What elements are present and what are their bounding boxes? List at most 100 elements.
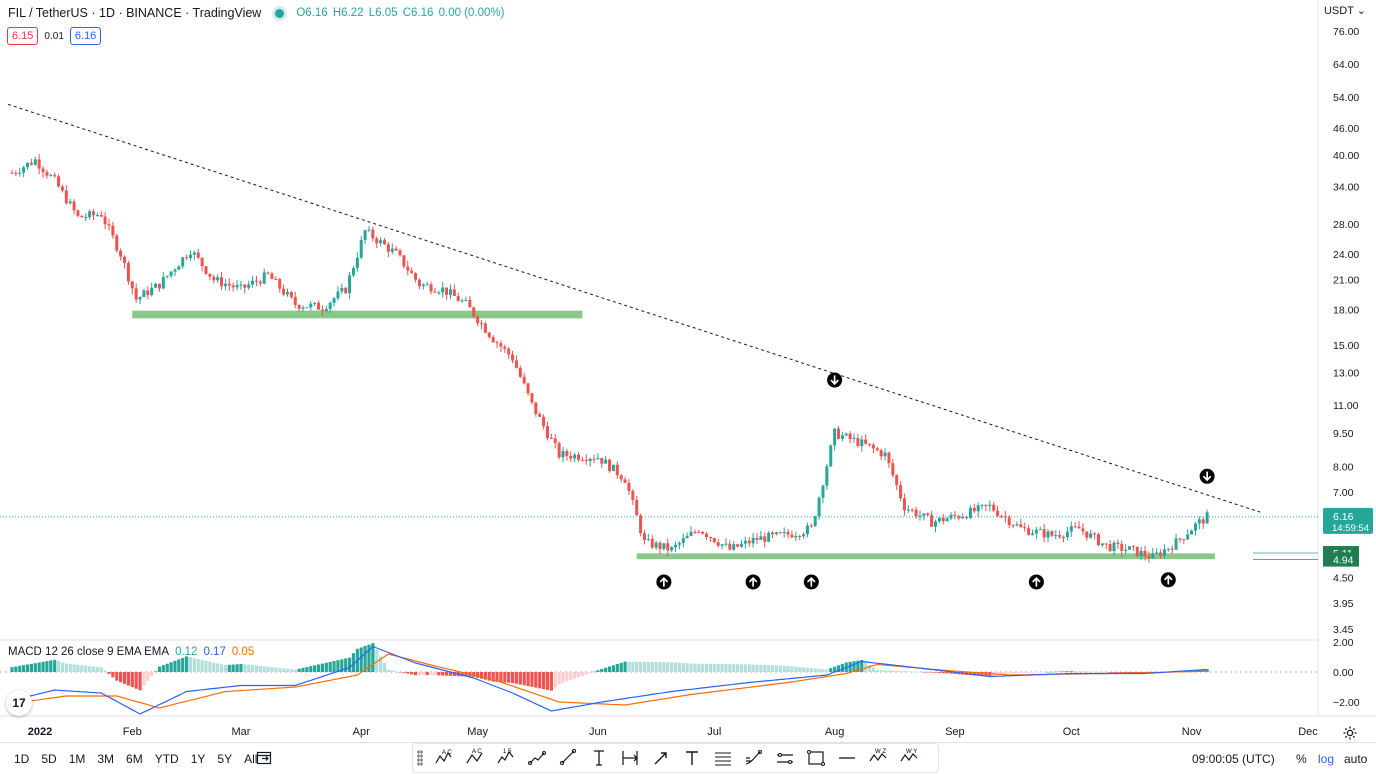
macd-histogram-bar [767,665,771,672]
candle-body [1054,535,1058,537]
macd-histogram-bar [1201,669,1205,672]
gear-icon[interactable] [1342,725,1358,741]
candle-body [1089,533,1093,538]
macd-histogram-bar [860,660,864,672]
candle-body [821,485,825,498]
chart-canvas[interactable]: 76.00 64.00 54.00 46.00 40.00 34.00 28.00 24.00… [0,0,1376,742]
macd-histogram-bar [88,666,92,672]
macd-histogram-bar [441,672,445,676]
candle-body [80,215,84,218]
macd-histogram-bar [1003,672,1007,674]
macd-histogram-bar [875,670,879,672]
macd-histogram-bar [219,664,224,672]
auto-scale-button[interactable]: auto [1344,752,1368,766]
candle-body [227,283,231,286]
candle-body [181,257,185,267]
abcd-pattern-icon[interactable]: A C [461,746,489,770]
range-5y-button[interactable]: 5Y [217,752,233,766]
date-range-icon[interactable] [616,746,644,770]
range-5d-button[interactable]: 5D [41,752,57,766]
wz-pattern-icon[interactable]: W Z [864,746,892,770]
tradingview-logo-icon[interactable]: 17 [6,690,32,716]
candle-body [177,266,181,270]
candle-body [285,292,289,295]
candle-body [534,402,538,414]
macd-histogram-bar [673,662,678,672]
macd-histogram-bar [747,664,751,672]
macd-histogram-bar [119,672,123,683]
candle-body [1190,530,1194,535]
macd-histogram-bar [340,659,344,672]
macd-histogram-bar [805,667,810,672]
horizontal-lines-icon[interactable] [709,746,737,770]
percent-scale-button[interactable]: % [1296,752,1307,766]
candle-body [367,229,371,231]
macd-histogram-bar [852,661,856,672]
macd-histogram-bar [1034,672,1038,673]
arrow-icon[interactable] [647,746,675,770]
currency-selector[interactable]: USDT ⌄ [1324,4,1366,17]
candle-body [1201,519,1205,524]
macd-histogram-bar [216,663,220,672]
macd-histogram-bar [592,671,596,673]
candle-body [507,348,511,355]
macd-histogram-bar [1092,671,1097,673]
candle-body [111,225,115,236]
path-icon[interactable] [523,746,551,770]
go-to-date-icon[interactable] [256,750,274,766]
macd-histogram-bar [681,663,685,672]
text-icon[interactable] [678,746,706,770]
candle-body [84,217,88,219]
xabcd-pattern-icon[interactable]: A C [430,746,458,770]
candle-body [1069,526,1073,532]
wy-pattern-icon[interactable]: W Y [895,746,923,770]
sell-price-button[interactable]: 6.15 [7,27,39,45]
candle-body [320,309,324,312]
candle-body [716,542,720,546]
range-all-button[interactable]: All [244,752,258,766]
high-value: H6.22 [332,7,364,19]
macd-histogram-bar [689,663,693,672]
macd-histogram-bar [569,672,573,681]
elliott-wave-icon[interactable]: 1 5 [492,746,520,770]
candle-body [771,532,775,535]
parallel-channel-icon[interactable] [771,746,799,770]
candle-body [961,516,965,519]
macd-histogram-bar [1073,671,1077,672]
macd-title[interactable]: MACD 12 26 close 9 EMA EMA [8,646,170,658]
trend-line-icon[interactable] [554,746,582,770]
vertical-text-icon[interactable] [585,746,613,770]
range-1m-button[interactable]: 1M [68,752,86,766]
range-3m-button[interactable]: 3M [97,752,115,766]
symbol-title[interactable]: FIL / TetherUS · 1D · BINANCE · TradingV… [8,6,262,20]
candle-body [670,547,674,551]
macd-histogram-bar [638,661,643,672]
candle-body [123,256,127,263]
macd-histogram-bar [867,665,872,672]
range-1y-button[interactable]: 1Y [190,752,206,766]
candle-body [701,531,705,534]
macd-histogram-bar [538,672,542,689]
range-6m-button[interactable]: 6M [126,752,143,766]
chart-area[interactable]: 76.00 64.00 54.00 46.00 40.00 34.00 28.00 24.00… [0,0,1376,742]
range-ytd-button[interactable]: YTD [154,752,179,766]
macd-histogram-bar [786,666,790,672]
candle-body [37,159,41,169]
candle-body [1178,538,1182,540]
fib-icon[interactable] [740,746,768,770]
candle-body [309,303,313,308]
macd-line-value: 0.17 [203,646,226,658]
macd-histogram-bar [662,662,666,672]
macd-histogram-bar [1112,672,1116,673]
buy-price-button[interactable]: 6.16 [69,27,102,45]
log-scale-button[interactable]: log [1318,752,1335,766]
drag-handle-icon[interactable] [417,750,423,766]
clock-timezone[interactable]: 09:00:05 (UTC) [1192,752,1275,766]
range-1d-button[interactable]: 1D [14,752,30,766]
horizontal-line-icon[interactable] [833,746,861,770]
macd-histogram-bar [774,665,779,672]
macd-histogram-bar [972,672,976,676]
macd-histogram-bar [953,672,957,674]
rectangle-icon[interactable] [802,746,830,770]
price-tick-label: 46.00 [1333,123,1359,135]
